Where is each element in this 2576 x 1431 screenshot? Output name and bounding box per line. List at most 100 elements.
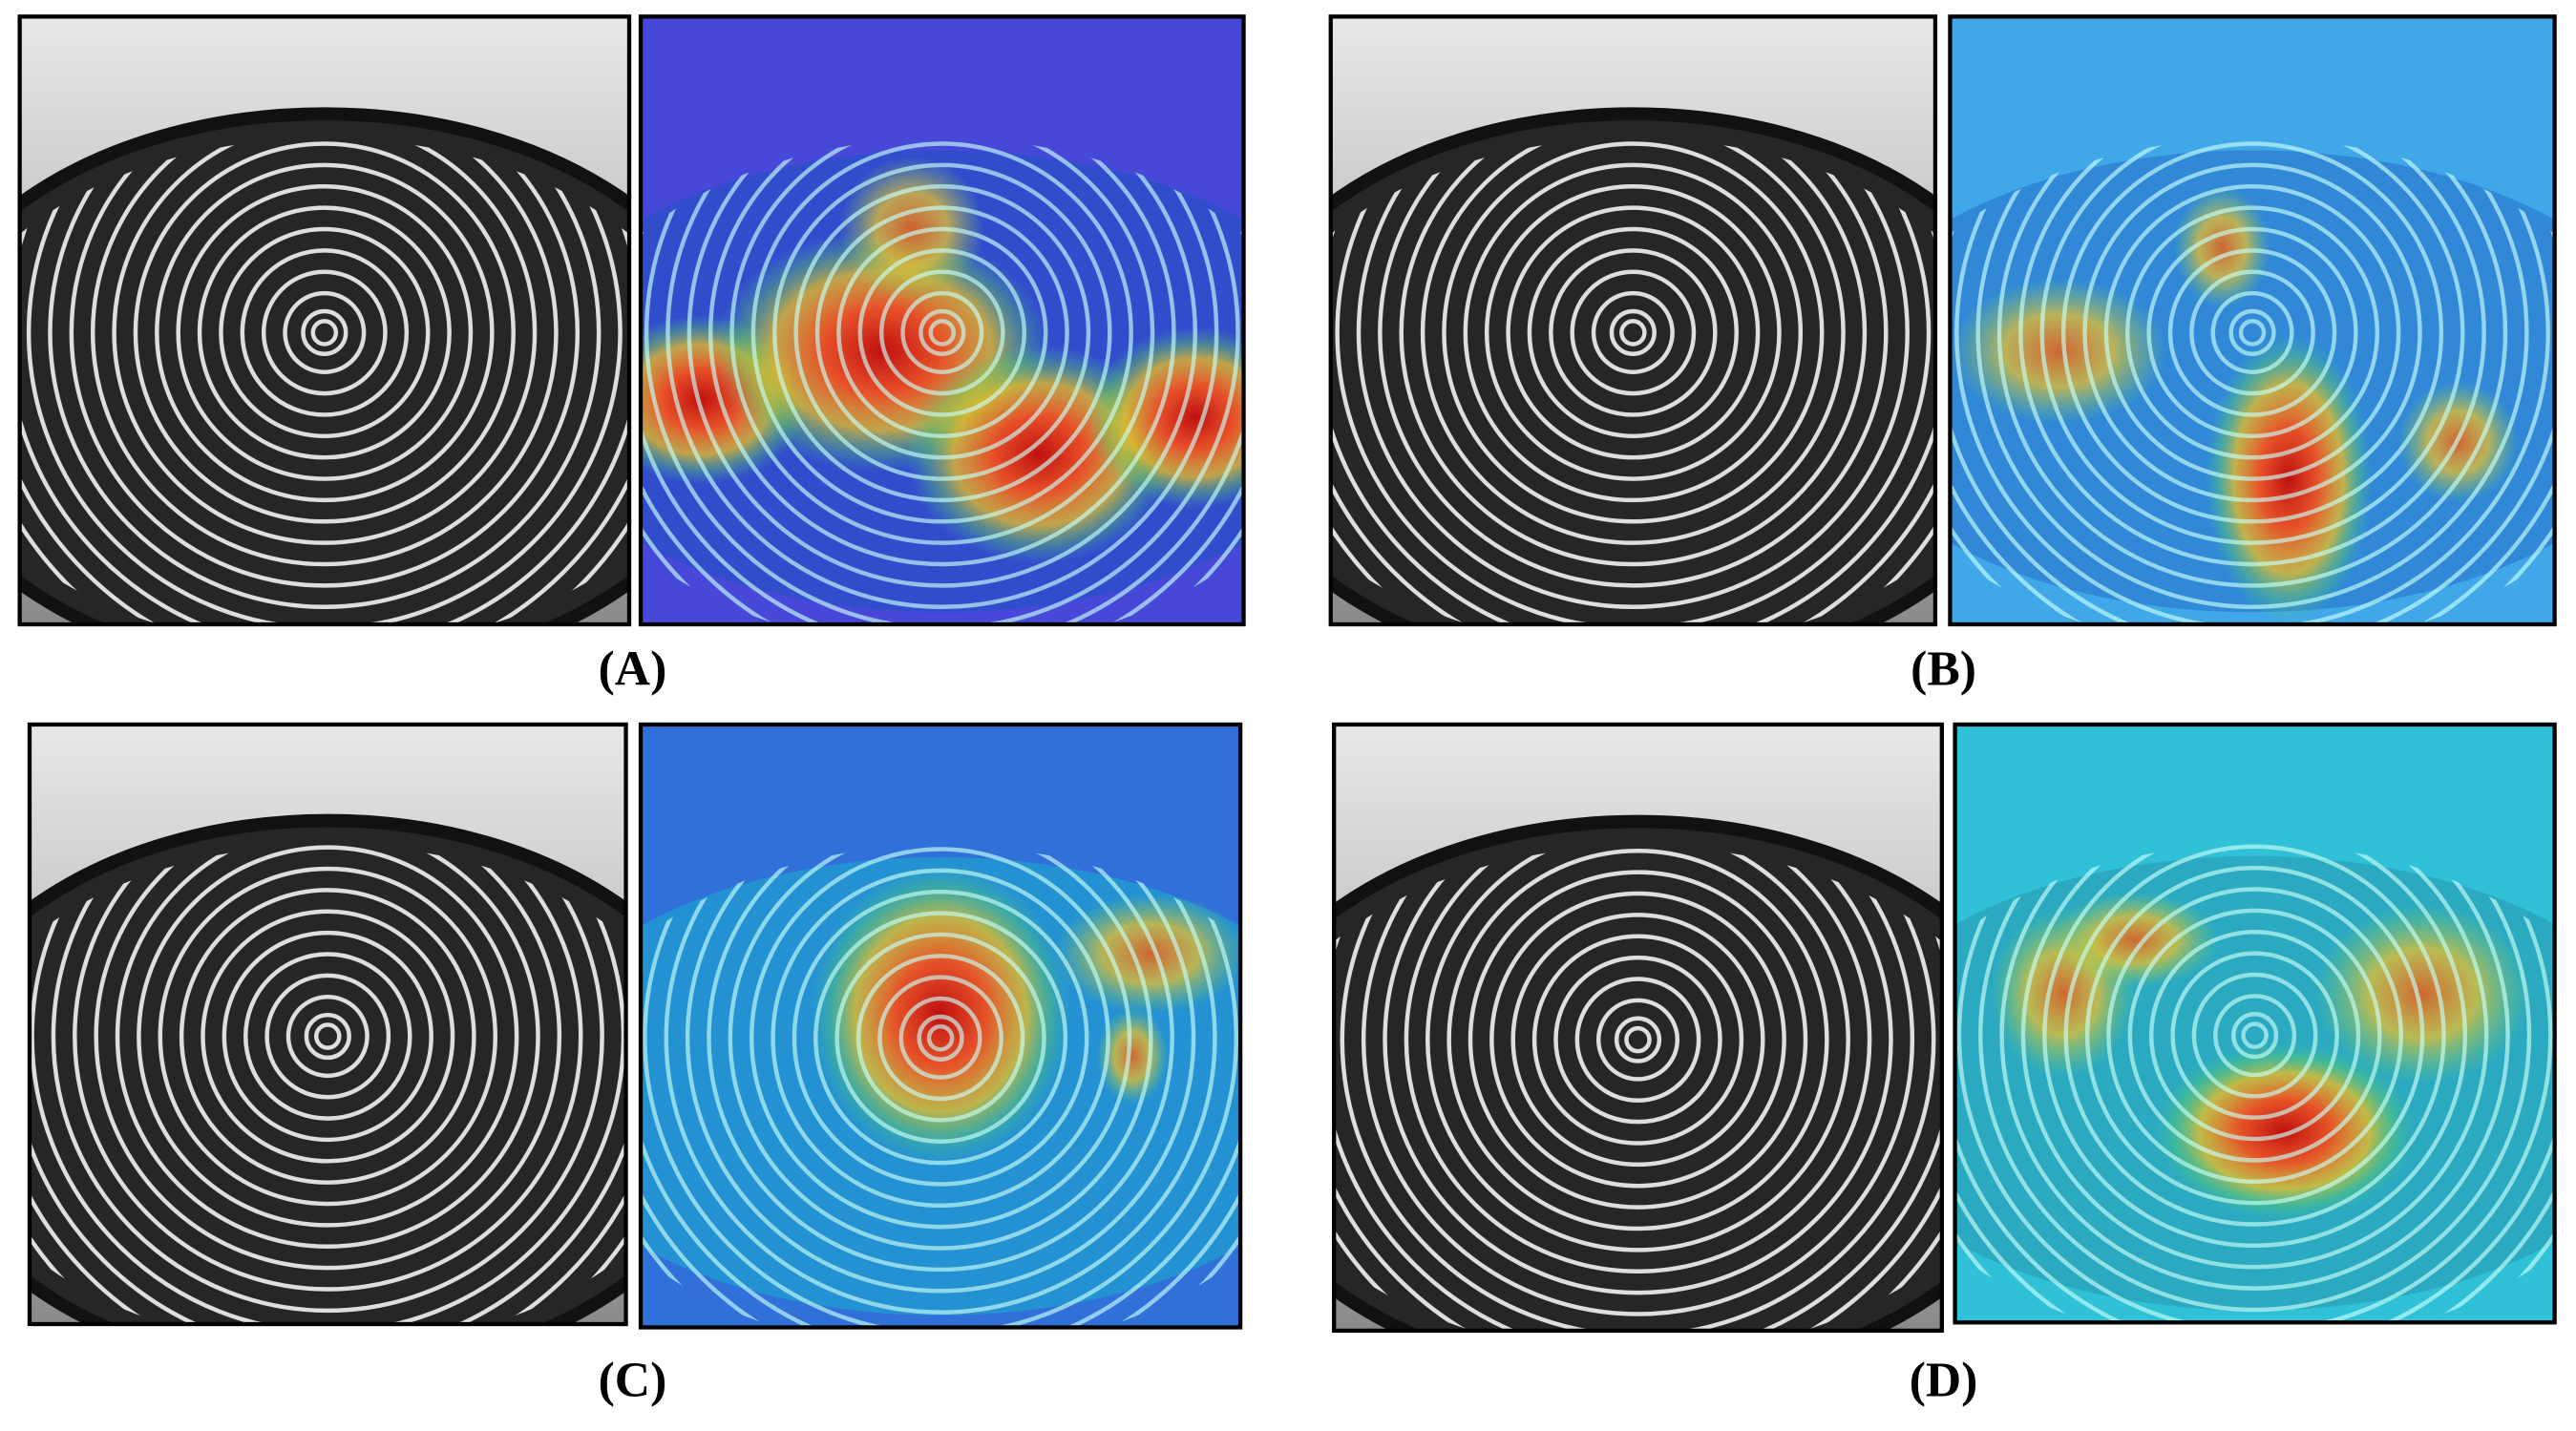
eye-image bbox=[19, 16, 630, 625]
panel-border bbox=[1328, 14, 1938, 627]
ring bbox=[115, 844, 540, 1250]
eye-image bbox=[29, 724, 626, 1325]
ring bbox=[2146, 226, 2358, 439]
ring bbox=[176, 184, 474, 481]
ring bbox=[1609, 308, 1657, 357]
ring bbox=[1399, 137, 1868, 567]
ring bbox=[197, 205, 452, 460]
ring bbox=[771, 868, 1110, 1209]
ring bbox=[2170, 951, 2339, 1120]
panel-border bbox=[1953, 722, 2557, 1325]
ring bbox=[2060, 141, 2444, 524]
ring bbox=[729, 137, 1155, 545]
eye-image bbox=[1334, 724, 1942, 1331]
ring bbox=[1996, 137, 2508, 588]
heat-blob bbox=[839, 156, 985, 303]
ring bbox=[749, 847, 1132, 1230]
ring bbox=[1591, 290, 1675, 374]
ring bbox=[2210, 290, 2294, 374]
panel-border bbox=[638, 722, 1243, 1330]
ring bbox=[1614, 1016, 1662, 1063]
ring bbox=[814, 205, 1069, 460]
ring bbox=[1446, 849, 1829, 1231]
ring bbox=[1467, 870, 1808, 1210]
eye-image bbox=[1330, 16, 1935, 625]
ring bbox=[900, 290, 984, 374]
ring bbox=[1383, 845, 1893, 1295]
ring bbox=[1335, 137, 1932, 625]
ring bbox=[313, 1022, 342, 1050]
ring bbox=[1549, 248, 1718, 417]
ring bbox=[836, 226, 1048, 439]
ring bbox=[926, 1024, 955, 1052]
ring bbox=[1442, 141, 1825, 524]
ring bbox=[2127, 908, 2382, 1163]
ring bbox=[1954, 137, 2550, 625]
ring bbox=[26, 137, 623, 625]
ring bbox=[285, 995, 370, 1079]
ring bbox=[1425, 845, 1850, 1252]
ring bbox=[2213, 994, 2297, 1078]
ring bbox=[1531, 934, 1744, 1146]
ring bbox=[90, 137, 559, 567]
ring bbox=[793, 184, 1091, 481]
ring bbox=[240, 248, 410, 417]
panel-border bbox=[1332, 722, 1944, 1334]
ring bbox=[2238, 319, 2267, 347]
ring bbox=[1484, 184, 1782, 481]
placido-rings bbox=[1330, 137, 1935, 625]
ring bbox=[834, 932, 1046, 1144]
heat-blob bbox=[2173, 186, 2271, 308]
ring bbox=[1361, 845, 1915, 1316]
ring bbox=[1404, 845, 1872, 1273]
ring bbox=[1999, 844, 2510, 1291]
ring bbox=[304, 1012, 351, 1061]
ring bbox=[2125, 205, 2380, 460]
heatmap-image bbox=[641, 724, 1241, 1328]
ring bbox=[2241, 1021, 2269, 1049]
ring bbox=[30, 844, 626, 1325]
ring bbox=[2167, 248, 2337, 417]
ring bbox=[137, 845, 519, 1228]
ring bbox=[301, 308, 348, 357]
heatmap-image bbox=[641, 16, 1244, 625]
placido-rings bbox=[1950, 137, 2555, 625]
ring bbox=[685, 845, 1196, 1294]
ring bbox=[644, 137, 1240, 625]
ring bbox=[69, 137, 581, 588]
placido-rings bbox=[1954, 844, 2555, 1323]
ring bbox=[1510, 913, 1765, 1168]
ring bbox=[1378, 137, 1889, 588]
ring bbox=[2189, 269, 2315, 396]
ring bbox=[1595, 998, 1680, 1082]
ring bbox=[917, 1014, 964, 1062]
ring bbox=[665, 137, 1219, 610]
ring bbox=[664, 845, 1217, 1315]
ring bbox=[73, 844, 583, 1292]
ring bbox=[750, 141, 1133, 524]
ring bbox=[1340, 845, 1936, 1331]
ring bbox=[1553, 955, 1722, 1125]
placido-rings bbox=[19, 137, 630, 625]
ring bbox=[643, 845, 1239, 1328]
ring bbox=[2063, 844, 2446, 1227]
ring bbox=[310, 319, 339, 347]
ring bbox=[94, 844, 562, 1271]
heatmap-image bbox=[1954, 724, 2555, 1323]
ring bbox=[857, 248, 1027, 417]
ring bbox=[2231, 1012, 2279, 1060]
ring bbox=[1574, 977, 1701, 1104]
placido-rings bbox=[1334, 845, 1942, 1331]
heat-blob bbox=[2314, 903, 2531, 1084]
panel-border bbox=[27, 722, 628, 1327]
ring bbox=[219, 226, 431, 439]
ring bbox=[772, 162, 1112, 503]
eye-aperture bbox=[19, 107, 630, 625]
ring bbox=[222, 930, 433, 1143]
ring bbox=[2018, 137, 2486, 567]
eye-aperture bbox=[29, 813, 626, 1325]
ring bbox=[1489, 891, 1786, 1189]
ring bbox=[158, 866, 498, 1207]
